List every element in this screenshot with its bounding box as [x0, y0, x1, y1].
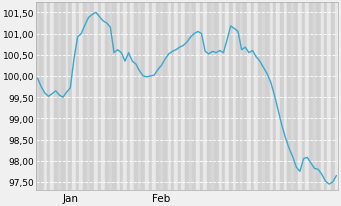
Bar [254, 3, 258, 191]
Bar [170, 3, 174, 191]
Bar [94, 3, 98, 191]
Bar [298, 3, 302, 191]
Bar [160, 3, 167, 191]
Bar [309, 3, 313, 191]
Bar [280, 3, 284, 191]
Bar [90, 3, 94, 191]
Bar [335, 3, 338, 191]
Bar [105, 3, 108, 191]
Bar [131, 3, 134, 191]
Bar [287, 3, 295, 191]
Bar [276, 3, 280, 191]
Bar [243, 3, 247, 191]
Bar [156, 3, 160, 191]
Bar [269, 3, 272, 191]
Bar [167, 3, 170, 191]
Bar [207, 3, 211, 191]
Bar [108, 3, 116, 191]
Bar [214, 3, 218, 191]
Bar [236, 3, 243, 191]
Bar [178, 3, 181, 191]
Bar [313, 3, 316, 191]
Bar [108, 3, 112, 191]
Bar [236, 3, 240, 191]
Bar [218, 3, 222, 191]
Bar [251, 3, 254, 191]
Bar [185, 3, 192, 191]
Bar [112, 3, 116, 191]
Bar [160, 3, 163, 191]
Bar [65, 3, 69, 191]
Bar [181, 3, 185, 191]
Bar [265, 3, 269, 191]
Bar [211, 3, 218, 191]
Bar [39, 3, 43, 191]
Bar [138, 3, 142, 191]
Bar [123, 3, 127, 191]
Bar [47, 3, 50, 191]
Bar [58, 3, 65, 191]
Bar [98, 3, 101, 191]
Bar [58, 3, 61, 191]
Bar [306, 3, 309, 191]
Bar [291, 3, 295, 191]
Bar [119, 3, 123, 191]
Bar [324, 3, 327, 191]
Bar [284, 3, 287, 191]
Bar [189, 3, 192, 191]
Bar [185, 3, 189, 191]
Bar [72, 3, 76, 191]
Bar [83, 3, 90, 191]
Bar [313, 3, 320, 191]
Bar [36, 3, 43, 191]
Bar [272, 3, 276, 191]
Bar [192, 3, 196, 191]
Bar [203, 3, 207, 191]
Bar [240, 3, 243, 191]
Bar [233, 3, 236, 191]
Bar [145, 3, 149, 191]
Bar [36, 3, 39, 191]
Bar [174, 3, 178, 191]
Bar [43, 3, 47, 191]
Bar [83, 3, 87, 191]
Bar [61, 3, 65, 191]
Bar [302, 3, 306, 191]
Bar [76, 3, 79, 191]
Bar [127, 3, 131, 191]
Bar [247, 3, 251, 191]
Bar [50, 3, 54, 191]
Bar [222, 3, 225, 191]
Bar [258, 3, 262, 191]
Bar [101, 3, 105, 191]
Bar [316, 3, 320, 191]
Bar [69, 3, 72, 191]
Bar [225, 3, 229, 191]
Bar [79, 3, 83, 191]
Bar [152, 3, 156, 191]
Bar [320, 3, 324, 191]
Bar [134, 3, 142, 191]
Bar [262, 3, 265, 191]
Bar [196, 3, 200, 191]
Bar [134, 3, 138, 191]
Bar [54, 3, 58, 191]
Bar [287, 3, 291, 191]
Bar [149, 3, 152, 191]
Bar [116, 3, 119, 191]
Bar [200, 3, 203, 191]
Bar [87, 3, 90, 191]
Bar [142, 3, 145, 191]
Bar [262, 3, 269, 191]
Bar [229, 3, 233, 191]
Bar [163, 3, 167, 191]
Bar [295, 3, 298, 191]
Bar [327, 3, 331, 191]
Bar [331, 3, 335, 191]
Bar [211, 3, 214, 191]
